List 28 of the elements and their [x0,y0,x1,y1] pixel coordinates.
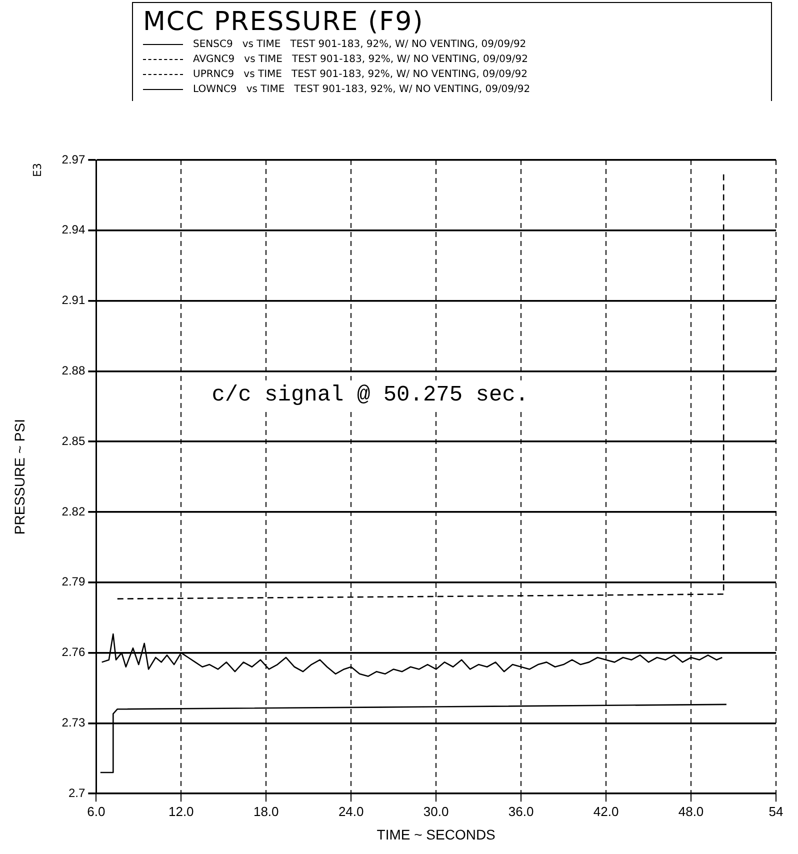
legend-label: UPRNC9 vs TIME TEST 901-183, 92%, W/ NO VENTING, 09/09/92 [193,69,528,80]
y-axis-title: PRESSURE ~ PSI [11,419,28,535]
y-tick-label: 2.82 [62,504,86,518]
x-tick-label: 48.0 [678,804,704,819]
chart-title: MCC PRESSURE (F9) [143,7,425,37]
y-tick-label: 2.76 [62,645,86,660]
x-tick-label: 6.0 [87,804,106,819]
x-tick-label: 42.0 [593,804,619,819]
annotation: c/c signal @ 50.275 sec. [212,382,529,408]
x-tick-label: 36.0 [508,804,534,819]
text: E3 [31,163,44,177]
y-tick-label: 2.79 [62,574,86,589]
y-tick-label: 2.88 [62,364,86,378]
y-tick-label: 2.73 [62,716,86,730]
y-tick-label: 2.91 [62,293,86,308]
x-tick-label: 12.0 [168,804,194,819]
y-tick-label: 2.97 [62,152,86,166]
x-tick-label: 54 [768,804,784,819]
legend-label: SENSC9 vs TIME TEST 901-183, 92%, W/ NO VENTING, 09/09/92 [193,39,526,50]
y-tick-label: 2.94 [62,222,86,237]
x-tick-label: 30.0 [423,804,449,819]
x-tick-label: 24.0 [338,804,364,819]
x-axis-title: TIME ~ SECONDS [376,826,496,842]
legend-label: AVGNC9 vs TIME TEST 901-183, 92%, W/ NO VENTING, 09/09/92 [193,54,528,65]
x-tick-label: 18.0 [253,804,279,819]
y-tick-label: 2.85 [62,434,86,448]
y-tick-label: 2.7 [68,786,86,800]
legend-label: LOWNC9 vs TIME TEST 901-183, 92%, W/ NO VENTING, 09/09/92 [193,84,530,95]
